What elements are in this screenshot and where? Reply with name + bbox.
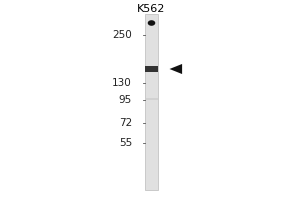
Ellipse shape: [148, 20, 155, 26]
Text: 55: 55: [119, 138, 132, 148]
Bar: [145, 14, 158, 190]
Text: 72: 72: [119, 118, 132, 128]
Text: 95: 95: [119, 95, 132, 105]
Text: 130: 130: [112, 78, 132, 88]
Text: 250: 250: [112, 30, 132, 40]
Bar: [145, 66, 158, 72]
Text: K562: K562: [137, 4, 166, 14]
Bar: [145, 98, 158, 100]
Polygon shape: [169, 64, 182, 74]
